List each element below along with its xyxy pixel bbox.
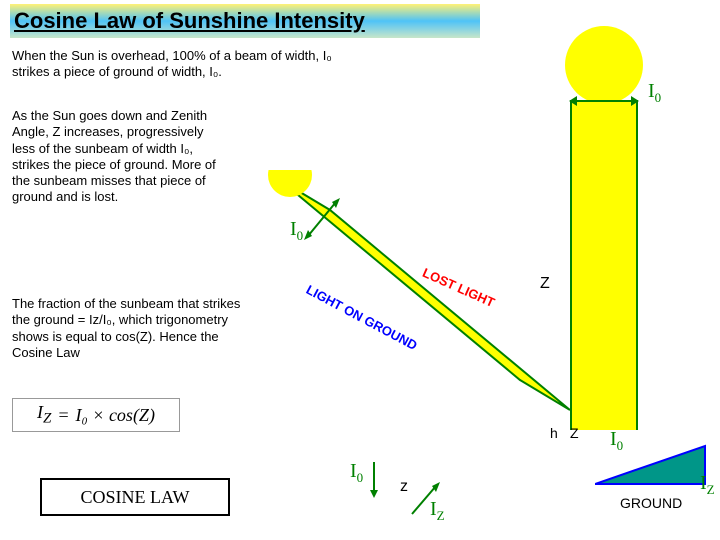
vertical-sunbeam xyxy=(570,100,638,430)
cosine-law-box: COSINE LAW xyxy=(40,478,230,516)
title-bar: Cosine Law of Sunshine Intensity xyxy=(10,4,480,38)
z-label-mini: z xyxy=(400,478,408,496)
z-label-upper: Z xyxy=(540,275,550,293)
sun-large xyxy=(565,26,643,104)
formula-lhs: IZ xyxy=(37,402,51,428)
iz-label-mini: IZ xyxy=(430,498,445,524)
i0-label-top: I0 xyxy=(648,80,661,106)
formula-rhs: I₀ × cos(Z) xyxy=(76,405,155,426)
equals: = xyxy=(57,405,69,426)
h-label: h xyxy=(550,425,558,441)
paragraph-3: The fraction of the sunbeam that strikes… xyxy=(12,296,262,361)
i0-arrow-top xyxy=(570,100,638,102)
z-label-base: Z xyxy=(570,425,579,441)
iz-label-right: IZ xyxy=(700,472,715,498)
i0-label-mini: I0 xyxy=(350,460,363,486)
page-title: Cosine Law of Sunshine Intensity xyxy=(10,8,365,34)
ground-label: GROUND xyxy=(620,495,682,511)
i0-label-bottom: I0 xyxy=(610,428,623,454)
i0-arrow-angled xyxy=(302,196,342,246)
paragraph-2: As the Sun goes down and Zenith Angle, Z… xyxy=(12,108,222,206)
i0-mini-arrow xyxy=(368,460,380,500)
formula-box: IZ = I₀ × cos(Z) xyxy=(12,398,180,432)
paragraph-1: When the Sun is overhead, 100% of a beam… xyxy=(12,48,332,81)
